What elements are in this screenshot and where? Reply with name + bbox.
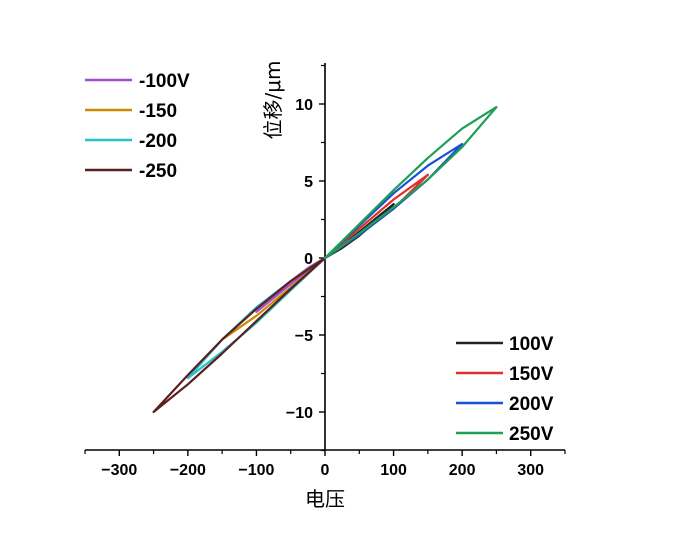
x-tick-label: 300 <box>517 462 544 479</box>
series-line--250 <box>152 256 327 414</box>
legend-entry-label: 200V <box>509 394 554 415</box>
y-tick-label: 10 <box>295 97 313 114</box>
x-tick-label: −300 <box>101 462 137 479</box>
axes: −300 −200 −100 0 100 200 300 −10 −5 0 5 10 <box>84 63 566 479</box>
series-line-250v <box>323 106 498 260</box>
legend-entry-label: -150 <box>139 101 177 122</box>
series-line-150v <box>323 173 429 260</box>
x-tick-label: −200 <box>170 462 206 479</box>
x-tick-label: 200 <box>449 462 476 479</box>
y-axis-label: 位移/μm <box>261 61 285 140</box>
legend-entry-label: -100V <box>139 71 190 92</box>
x-tick-label: 100 <box>380 462 407 479</box>
data-curves <box>152 106 498 414</box>
axis-ticks: −300 −200 −100 0 100 200 300 −10 −5 0 5 10 <box>84 64 566 479</box>
series-line-200v <box>323 142 464 260</box>
y-axis-title: 位移/μm <box>261 61 285 140</box>
legend-entry-label: 100V <box>509 334 554 355</box>
y-tick-label: −10 <box>286 405 313 422</box>
legend-positive-voltage: 100V 150V 200V 250V <box>456 334 554 445</box>
legend-negative-voltage: -100V -150 -200 -250 <box>85 71 190 182</box>
y-tick-label: −5 <box>295 328 313 345</box>
legend-entry-label: -200 <box>139 131 177 152</box>
x-tick-label: −100 <box>238 462 274 479</box>
legend-entry-label: 250V <box>509 424 554 445</box>
x-tick-label: 0 <box>321 462 330 479</box>
legend-entry-label: 150V <box>509 364 554 385</box>
legend-entry-label: -250 <box>139 161 177 182</box>
y-tick-label: 5 <box>304 174 313 191</box>
x-axis-label: 电压 <box>305 487 345 511</box>
y-tick-label: 0 <box>304 251 313 268</box>
